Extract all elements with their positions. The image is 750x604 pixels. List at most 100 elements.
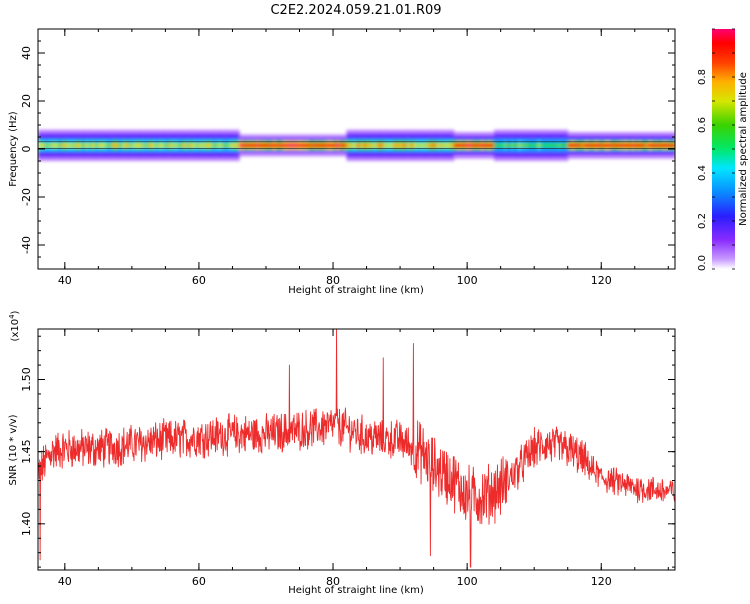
- heat-cell-s3-c5-l4: [470, 143, 475, 148]
- colorbar: 0.0 0.2 0.4 0.6 0.8 Normalized spectral ampl…: [697, 28, 749, 271]
- heat-cell-s0-c32-l4: [145, 143, 150, 148]
- spectrogram-band: [38, 129, 675, 161]
- heat-cell-s5-c14-l4: [614, 143, 619, 148]
- heat-cell-s2-c2-l4: [353, 143, 358, 148]
- heat-cell-s3-c6-l4: [473, 143, 478, 148]
- heat-cell-s0-c46-l4: [192, 143, 197, 148]
- x-tick-label: 40: [58, 274, 72, 287]
- heat-cell-s2-c0-l4: [346, 143, 351, 148]
- snr-multiplier-label: (x104): [8, 310, 21, 341]
- heat-cell-s4-c13-l4: [537, 143, 542, 148]
- colorbar-label: Normalized spectral amplitude: [738, 72, 749, 226]
- heat-cell-s5-c6-l4: [587, 143, 592, 148]
- snr-frame: [37, 328, 676, 571]
- colorbar-tick-label: 0.0: [697, 255, 708, 271]
- y-tick-label: 0: [20, 146, 33, 153]
- heat-cell-s4-c0-l4: [493, 143, 498, 148]
- heat-cell-s0-c44-l4: [185, 143, 190, 148]
- heat-cell-s0-c16-l4: [91, 143, 96, 148]
- heat-cell-s5-c22-l4: [641, 143, 646, 148]
- heat-cell-s0-c48-l4: [198, 143, 203, 148]
- heat-cell-s2-c18-l4: [406, 143, 411, 148]
- x-tick-label: 40: [58, 575, 72, 588]
- heat-cell-s3-c8-l4: [480, 143, 485, 148]
- heat-cell-s5-c2-l4: [574, 143, 579, 148]
- heat-cell-s2-c1-l4: [349, 143, 354, 148]
- spectrogram-ticks: 40 60 80 100 120 40 20 0 -20 -40: [20, 28, 675, 287]
- heat-cell-s3-c0-l4: [453, 143, 458, 148]
- heat-cell-s1-c24-l4: [319, 143, 324, 148]
- x-tick-label: 60: [192, 575, 206, 588]
- heat-cell-s0-c7-l4: [61, 143, 66, 148]
- heat-cell-s0-c42-l4: [178, 143, 183, 148]
- heat-cell-s2-c28-l4: [440, 143, 445, 148]
- heat-cell-s4-c20-l4: [561, 143, 565, 148]
- heat-cell-s4-c11-l4: [530, 143, 535, 148]
- heat-cell-s5-c31-l4: [671, 143, 675, 148]
- heat-cell-s0-c53-l4: [215, 143, 220, 148]
- heat-cell-s1-c16-l4: [292, 143, 297, 148]
- heat-cell-s4-c8-l4: [520, 143, 525, 148]
- heat-cell-s4-c19-l4: [557, 143, 562, 148]
- y-tick-label: 1.45: [20, 439, 33, 464]
- heat-cell-s1-c0-l4: [239, 143, 244, 148]
- heat-cell-s2-c17-l4: [403, 143, 408, 148]
- heat-cell-s2-c13-l4: [390, 143, 394, 148]
- heat-cell-s0-c38-l4: [165, 143, 170, 148]
- heat-cell-s0-c29-l4: [135, 143, 140, 148]
- heat-cell-s0-c11-l4: [74, 143, 79, 148]
- heat-cell-s4-c6-l4: [514, 143, 519, 148]
- heat-cell-s4-c18-l4: [554, 143, 559, 148]
- heat-cell-s5-c1-l4: [571, 143, 576, 148]
- heat-cell-s2-c20-l4: [413, 143, 418, 148]
- heat-cell-s5-c29-l4: [664, 143, 669, 148]
- heat-cell-s0-c59-l4: [235, 143, 240, 148]
- heat-cell-s5-c27-l4: [658, 143, 663, 148]
- heat-cell-s2-c8-l4: [373, 143, 378, 148]
- heat-cell-s5-c9-l4: [597, 143, 602, 148]
- heat-cell-s1-c27-l4: [329, 143, 334, 148]
- heat-cell-s0-c22-l4: [111, 143, 116, 148]
- colorbar-tick-label: 0.8: [697, 69, 708, 85]
- x-tick-label: 80: [326, 575, 340, 588]
- heat-cell-s4-c10-l4: [527, 143, 532, 148]
- heat-cell-s3-c11-l4: [490, 143, 495, 148]
- heat-cell-s0-c25-l4: [121, 143, 126, 148]
- heat-cell-s0-c36-l4: [158, 143, 163, 148]
- heat-cell-s5-c30-l4: [668, 143, 673, 148]
- heat-cell-s2-c27-l4: [436, 143, 441, 148]
- heat-cell-s0-c5-l4: [54, 143, 59, 148]
- heat-cell-s1-c8-l4: [265, 143, 270, 148]
- heat-cell-s0-c28-l4: [131, 143, 136, 148]
- heat-cell-s1-c4-l4: [252, 143, 257, 148]
- heat-cell-s0-c51-l4: [208, 143, 213, 148]
- heat-cell-s1-c22-l4: [312, 143, 317, 148]
- heat-cell-s1-c29-l4: [336, 143, 341, 148]
- colorbar-tick-label: 0.4: [697, 165, 708, 181]
- heat-cell-s0-c33-l4: [148, 143, 153, 148]
- heat-cell-s0-c21-l4: [108, 143, 113, 148]
- heat-cell-s5-c28-l4: [661, 143, 666, 148]
- heat-cell-s0-c2-l4: [44, 143, 49, 148]
- heat-cell-s5-c20-l4: [634, 143, 639, 148]
- heat-cell-s1-c10-l4: [272, 143, 277, 148]
- heat-cell-s0-c49-l4: [202, 143, 207, 148]
- heat-cell-s3-c9-l4: [483, 143, 488, 148]
- heat-cell-s0-c50-l4: [205, 143, 210, 148]
- spectrogram-heat-layer: [38, 129, 675, 161]
- x-tick-label: 120: [591, 274, 612, 287]
- spectrogram-x-axis-label: Height of straight line (km): [288, 285, 424, 296]
- heat-cell-s1-c9-l4: [269, 143, 274, 148]
- chart-title: C2E2.2024.059.21.01.R09: [270, 3, 441, 18]
- heat-cell-s0-c3-l4: [48, 143, 53, 148]
- heat-cell-s2-c19-l4: [410, 143, 415, 148]
- heat-cell-s0-c0-l4: [38, 143, 42, 148]
- heat-cell-s3-c7-l4: [477, 143, 482, 148]
- heat-cell-s0-c41-l4: [175, 143, 180, 148]
- heat-cell-s0-c56-l4: [225, 143, 230, 148]
- heat-cell-s0-c57-l4: [229, 143, 234, 148]
- heat-cell-s0-c8-l4: [64, 143, 69, 148]
- heat-cell-s1-c31-l4: [343, 143, 348, 148]
- heat-cell-s0-c54-l4: [219, 143, 223, 148]
- heat-cell-s4-c21-l4: [564, 143, 569, 148]
